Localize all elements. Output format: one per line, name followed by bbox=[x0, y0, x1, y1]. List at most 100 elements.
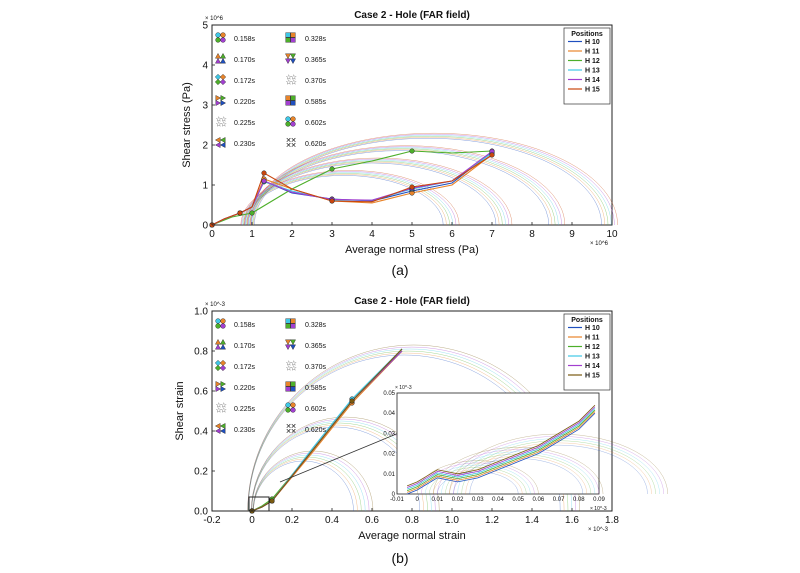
inset-x-tick-label: 0.04 bbox=[492, 497, 504, 503]
time-glyph-icon: ☆ bbox=[221, 115, 227, 123]
time-label: 0.225s bbox=[234, 120, 256, 127]
x-tick-label: 10 bbox=[606, 229, 618, 240]
time-glyph-icon: ☆ bbox=[291, 364, 297, 372]
time-label: 0.225s bbox=[234, 406, 256, 413]
inset-y-tick-label: 0.05 bbox=[383, 391, 395, 397]
panel-a-caption: (a) bbox=[391, 262, 408, 278]
panel-b-inset-x-multiplier: × 10^-3 bbox=[590, 506, 607, 512]
mohr-circle bbox=[251, 134, 612, 226]
time-label: 0.365s bbox=[305, 343, 327, 350]
time-glyph-icon bbox=[215, 57, 221, 64]
x-tick-label: 0.4 bbox=[325, 515, 339, 526]
inset-arc bbox=[465, 442, 652, 495]
time-glyph-icon: ✕ bbox=[286, 422, 292, 430]
legend-entry: H 12 bbox=[585, 58, 600, 65]
time-glyph-icon bbox=[219, 364, 227, 372]
time-glyph-icon bbox=[290, 402, 296, 408]
series-line-h15 bbox=[251, 348, 403, 512]
inset-x-tick-label: 0.02 bbox=[452, 497, 464, 503]
time-glyph-icon: ☆ bbox=[286, 73, 292, 81]
time-glyph-icon bbox=[290, 318, 296, 324]
panel-b-x-label: Average normal strain bbox=[358, 530, 465, 542]
time-glyph-icon: ✕ bbox=[286, 136, 292, 144]
inset-y-tick-label: 0.02 bbox=[383, 452, 395, 458]
time-glyph-icon bbox=[290, 53, 296, 60]
panel-b-legend-items: H 10 H 11 H 12 H 13 H 14 H 15 bbox=[568, 325, 600, 380]
x-tick-label: 0 bbox=[209, 229, 215, 240]
x-tick-label: 0.6 bbox=[365, 515, 379, 526]
mohr-circle bbox=[250, 132, 618, 226]
panel-a-legend-items: H 10 H 11 H 12 H 13 H 14 H 15 bbox=[568, 39, 600, 94]
panel-a-y-ticks: 0 1 2 3 4 5 bbox=[202, 21, 215, 232]
time-label: 0.620s bbox=[305, 427, 327, 434]
inset-y-tick-label: 0.03 bbox=[383, 431, 395, 437]
panel-a-x-ticks: 0 1 2 3 4 5 6 7 8 9 10 bbox=[209, 222, 618, 240]
x-tick-label: 1.6 bbox=[565, 515, 579, 526]
data-marker bbox=[349, 398, 355, 404]
time-glyph-icon: ☆ bbox=[291, 73, 297, 81]
x-tick-label: 3 bbox=[329, 229, 335, 240]
panel-b-legend-title: Positions bbox=[571, 317, 603, 324]
time-glyph-icon: ✕ bbox=[291, 136, 297, 144]
time-glyph-icon bbox=[285, 116, 291, 122]
panel-b-x-multiplier: × 10^-3 bbox=[588, 527, 609, 533]
y-tick-label: 2 bbox=[202, 141, 208, 152]
time-glyph-icon bbox=[219, 428, 226, 434]
time-label: 0.585s bbox=[305, 385, 327, 392]
legend-entry: H 15 bbox=[585, 87, 600, 94]
panel-a-markers bbox=[209, 148, 495, 228]
time-glyph-icon: ✕ bbox=[286, 141, 292, 149]
panel-b-zoom-box bbox=[248, 496, 270, 512]
time-glyph-icon bbox=[285, 58, 291, 65]
time-label: 0.230s bbox=[234, 141, 256, 148]
time-glyph-icon: ☆ bbox=[291, 78, 297, 86]
inset-arc bbox=[437, 449, 600, 495]
panel-b-zoom-arrow bbox=[279, 429, 407, 483]
mohr-circle bbox=[247, 146, 562, 226]
time-glyph-icon bbox=[215, 318, 221, 324]
legend-entry: H 11 bbox=[585, 49, 600, 56]
time-glyph-icon bbox=[290, 381, 296, 387]
x-tick-label: 4 bbox=[369, 229, 375, 240]
time-glyph-icon bbox=[220, 37, 226, 43]
time-label: 0.172s bbox=[234, 364, 256, 371]
time-glyph-icon bbox=[285, 323, 291, 329]
inset-arc bbox=[441, 451, 596, 495]
y-tick-label: 0.8 bbox=[194, 347, 208, 358]
mohr-circle bbox=[250, 133, 615, 226]
time-glyph-icon bbox=[285, 53, 291, 60]
time-label: 0.170s bbox=[234, 343, 256, 350]
time-glyph-icon bbox=[215, 100, 222, 106]
data-marker bbox=[489, 152, 495, 158]
inset-x-tick-label: 0.09 bbox=[593, 497, 605, 503]
inset-series-line bbox=[406, 409, 596, 492]
y-tick-label: 0.2 bbox=[194, 467, 208, 478]
x-tick-label: -0.2 bbox=[203, 515, 221, 526]
x-tick-label: 0 bbox=[249, 515, 255, 526]
time-glyph-icon bbox=[290, 386, 296, 392]
data-marker bbox=[329, 198, 335, 204]
time-glyph-icon bbox=[285, 344, 291, 351]
legend-entry: H 14 bbox=[585, 77, 600, 84]
time-label: 0.172s bbox=[234, 78, 256, 85]
inset-x-tick-label: 0.07 bbox=[553, 497, 565, 503]
time-label: 0.230s bbox=[234, 427, 256, 434]
time-label: 0.170s bbox=[234, 57, 256, 64]
time-glyph-icon bbox=[215, 381, 222, 387]
panel-a-y-multiplier: × 10^6 bbox=[205, 16, 224, 22]
y-tick-label: 1.0 bbox=[194, 307, 208, 318]
time-glyph-icon bbox=[219, 142, 226, 148]
time-glyph-icon bbox=[285, 386, 291, 392]
x-tick-label: 1.8 bbox=[605, 515, 619, 526]
time-glyph-icon bbox=[215, 343, 221, 350]
mohr-arc bbox=[252, 452, 370, 512]
time-glyph-icon: ☆ bbox=[221, 120, 227, 128]
time-glyph-icon bbox=[285, 121, 291, 127]
time-glyph-icon bbox=[214, 78, 222, 86]
panel-a-legend-box bbox=[563, 27, 611, 105]
mohr-circle bbox=[246, 145, 566, 226]
time-glyph-icon bbox=[219, 423, 226, 429]
time-glyph-icon: ☆ bbox=[216, 120, 222, 128]
